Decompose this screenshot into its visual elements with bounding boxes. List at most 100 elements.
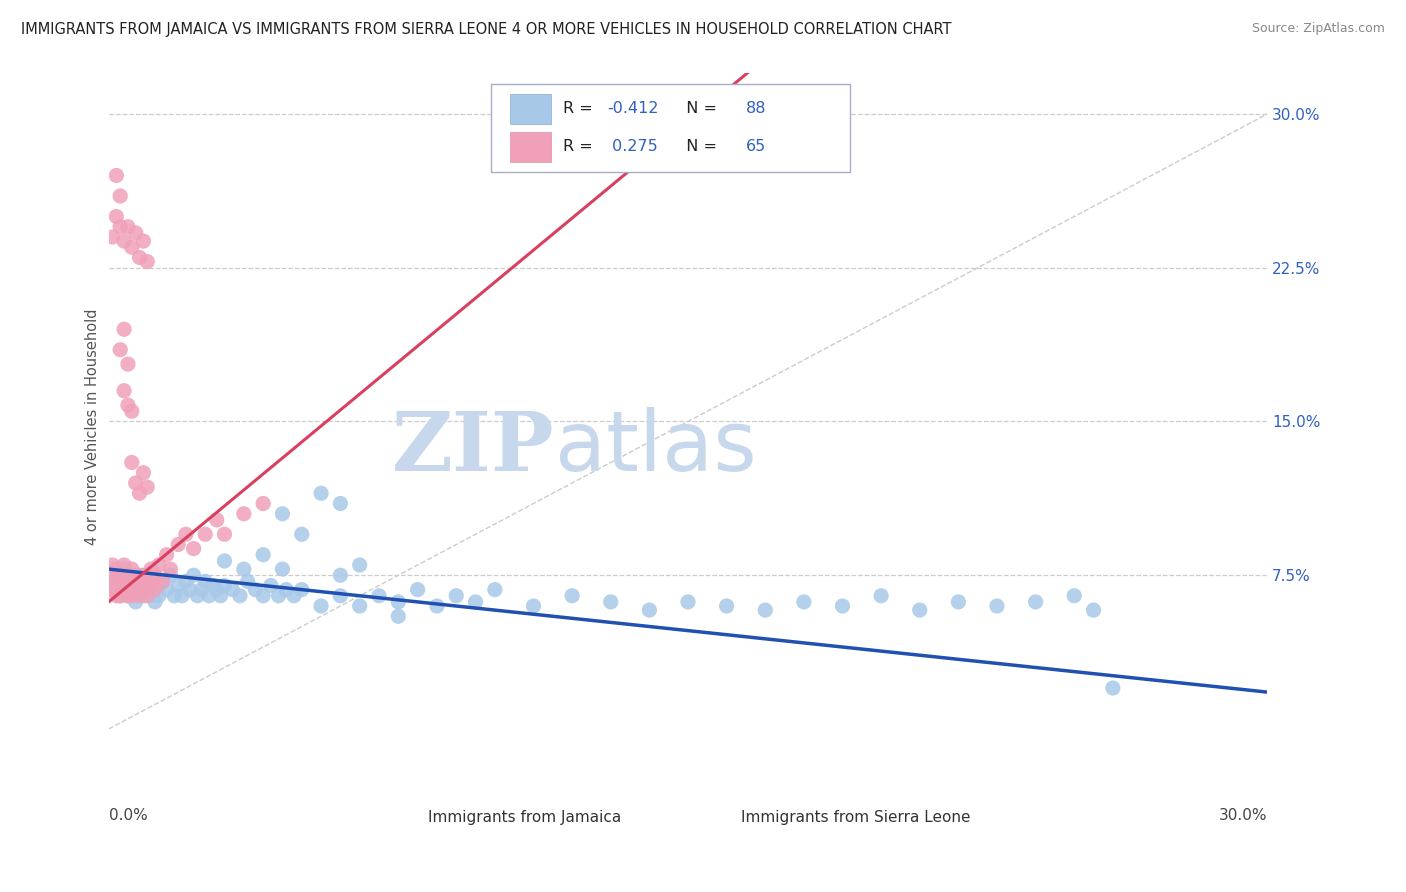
Point xyxy=(136,480,159,494)
FancyBboxPatch shape xyxy=(697,805,733,830)
Point xyxy=(132,574,155,589)
Point xyxy=(716,599,738,613)
Point xyxy=(139,578,162,592)
Point xyxy=(101,558,124,572)
Point xyxy=(464,595,486,609)
Point xyxy=(232,562,254,576)
Point xyxy=(117,357,139,371)
Point xyxy=(132,568,155,582)
Text: atlas: atlas xyxy=(555,408,756,488)
Point xyxy=(136,582,159,597)
FancyBboxPatch shape xyxy=(384,805,419,830)
Point xyxy=(148,589,170,603)
Point xyxy=(908,603,931,617)
Point xyxy=(132,234,155,248)
Point xyxy=(117,219,139,234)
Point xyxy=(128,486,150,500)
Point xyxy=(1063,589,1085,603)
Text: 0.0%: 0.0% xyxy=(108,808,148,823)
Point xyxy=(426,599,449,613)
Point xyxy=(221,582,243,597)
Point xyxy=(128,568,150,582)
Point xyxy=(214,527,236,541)
Point xyxy=(870,589,893,603)
Point xyxy=(155,548,177,562)
Point xyxy=(229,589,252,603)
Point xyxy=(139,589,162,603)
Point xyxy=(110,589,132,603)
Point xyxy=(159,562,181,576)
Point xyxy=(349,558,371,572)
Point xyxy=(139,562,162,576)
Point xyxy=(121,578,143,592)
Point xyxy=(831,599,853,613)
Text: R =: R = xyxy=(562,101,598,116)
Point xyxy=(121,404,143,418)
Point xyxy=(112,582,135,597)
Point xyxy=(128,574,150,589)
Point xyxy=(112,562,135,576)
Text: N =: N = xyxy=(676,101,723,116)
Point xyxy=(105,574,128,589)
Point xyxy=(179,582,201,597)
Point xyxy=(599,595,621,609)
Point xyxy=(110,219,132,234)
Point xyxy=(124,568,146,582)
Point xyxy=(143,582,166,597)
Point xyxy=(136,254,159,268)
Point xyxy=(522,599,544,613)
Point xyxy=(117,589,139,603)
Point xyxy=(132,582,155,597)
Point xyxy=(148,558,170,572)
Point xyxy=(291,527,314,541)
Point xyxy=(105,210,128,224)
Point xyxy=(209,589,232,603)
Point xyxy=(283,589,305,603)
Point xyxy=(1025,595,1047,609)
Text: 65: 65 xyxy=(747,139,766,154)
Point xyxy=(190,582,212,597)
Point xyxy=(110,568,132,582)
Point xyxy=(167,578,190,592)
Point xyxy=(174,574,197,589)
Point xyxy=(105,589,128,603)
Point xyxy=(121,589,143,603)
Point xyxy=(136,574,159,589)
Point xyxy=(484,582,506,597)
Point xyxy=(271,562,294,576)
Point xyxy=(132,466,155,480)
Point xyxy=(143,595,166,609)
Point xyxy=(174,527,197,541)
Point xyxy=(110,343,132,357)
Point xyxy=(136,568,159,582)
Text: 0.275: 0.275 xyxy=(607,139,658,154)
Point xyxy=(186,589,208,603)
Point xyxy=(252,548,274,562)
Point xyxy=(638,603,661,617)
Point xyxy=(112,574,135,589)
Point xyxy=(793,595,815,609)
Point xyxy=(148,578,170,592)
Point xyxy=(205,582,228,597)
Point xyxy=(101,568,124,582)
Text: ZIP: ZIP xyxy=(392,408,555,488)
Point xyxy=(128,251,150,265)
Point xyxy=(143,582,166,597)
Point xyxy=(406,582,429,597)
Point xyxy=(291,582,314,597)
Point xyxy=(159,568,181,582)
FancyBboxPatch shape xyxy=(509,94,551,123)
Point xyxy=(309,486,332,500)
Text: N =: N = xyxy=(676,139,723,154)
Point xyxy=(117,573,139,587)
Point xyxy=(121,455,143,469)
Point xyxy=(121,562,143,576)
Point xyxy=(152,574,174,589)
Point xyxy=(1083,603,1105,617)
Point xyxy=(309,599,332,613)
Point xyxy=(105,169,128,183)
Point xyxy=(124,582,146,597)
Point xyxy=(128,589,150,603)
Text: Source: ZipAtlas.com: Source: ZipAtlas.com xyxy=(1251,22,1385,36)
Point xyxy=(110,578,132,592)
